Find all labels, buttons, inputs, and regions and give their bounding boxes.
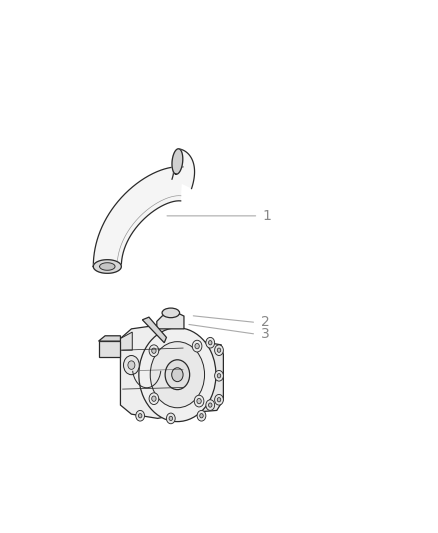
Text: 1: 1	[263, 209, 272, 223]
Polygon shape	[157, 313, 184, 329]
Circle shape	[208, 341, 212, 345]
Circle shape	[217, 348, 221, 352]
Ellipse shape	[162, 308, 180, 318]
Circle shape	[206, 400, 215, 410]
Circle shape	[206, 337, 215, 348]
Circle shape	[128, 361, 135, 369]
Circle shape	[215, 394, 223, 405]
Circle shape	[152, 396, 156, 401]
Polygon shape	[99, 336, 120, 341]
Text: 2: 2	[261, 316, 269, 329]
Polygon shape	[172, 149, 183, 174]
Circle shape	[208, 403, 212, 407]
Circle shape	[149, 393, 159, 405]
Polygon shape	[142, 317, 166, 343]
Circle shape	[149, 345, 159, 357]
Polygon shape	[120, 332, 132, 350]
Circle shape	[200, 414, 203, 418]
Text: 3: 3	[261, 327, 269, 341]
Circle shape	[195, 343, 199, 349]
Circle shape	[138, 414, 142, 418]
Circle shape	[172, 368, 183, 382]
Circle shape	[197, 410, 206, 421]
Circle shape	[136, 410, 145, 421]
Circle shape	[192, 340, 202, 352]
Circle shape	[215, 370, 223, 381]
Polygon shape	[172, 149, 194, 189]
Polygon shape	[93, 167, 183, 266]
Circle shape	[139, 328, 216, 422]
Circle shape	[217, 374, 221, 378]
Polygon shape	[184, 338, 223, 413]
Circle shape	[194, 395, 204, 407]
Circle shape	[165, 360, 190, 390]
Circle shape	[197, 398, 201, 403]
Circle shape	[166, 413, 175, 424]
Circle shape	[217, 398, 221, 402]
Circle shape	[152, 348, 156, 353]
Polygon shape	[120, 325, 184, 418]
Polygon shape	[99, 263, 115, 270]
Circle shape	[150, 342, 205, 408]
Polygon shape	[99, 341, 120, 357]
Polygon shape	[93, 260, 121, 273]
Circle shape	[169, 416, 173, 421]
Circle shape	[124, 356, 139, 375]
Circle shape	[215, 345, 223, 356]
